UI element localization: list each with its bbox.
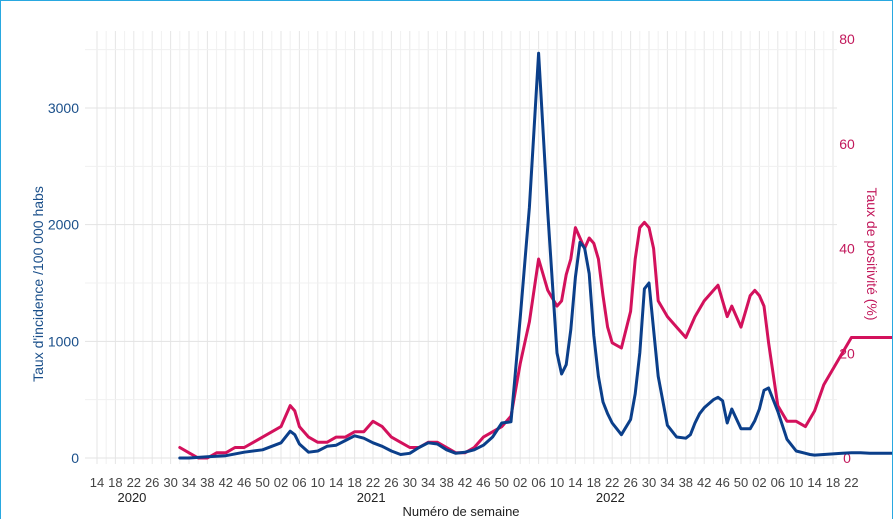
x-tick-label: 26	[145, 475, 159, 490]
x-tick-label: 42	[458, 475, 472, 490]
x-tick-label: 14	[329, 475, 343, 490]
x-tick-label: 02	[274, 475, 288, 490]
x-axis-ticks: 14 18 22 26 30 34 38 42 46 50 02 06 10 14 18 22 26 30 34 38…	[90, 475, 859, 490]
left-axis-ticks: 0 1000 2000 3000	[48, 100, 79, 466]
year-label: 2020	[117, 490, 146, 505]
x-axis-title: Numéro de semaine	[402, 504, 519, 519]
x-tick-label: 22	[366, 475, 380, 490]
right-tick-label: 80	[839, 31, 855, 47]
x-tick-label: 42	[697, 475, 711, 490]
x-tick-label: 10	[550, 475, 564, 490]
x-tick-label: 14	[90, 475, 104, 490]
x-tick-label: 22	[127, 475, 141, 490]
left-tick-label: 3000	[48, 100, 79, 116]
x-tick-label: 38	[200, 475, 214, 490]
incidence-series-line	[178, 51, 892, 460]
year-label: 2022	[596, 490, 625, 505]
x-tick-label: 46	[476, 475, 490, 490]
right-tick-label: 40	[839, 241, 855, 257]
x-tick-label: 46	[715, 475, 729, 490]
right-tick-label: 60	[839, 136, 855, 152]
x-tick-label: 18	[826, 475, 840, 490]
x-tick-label: 06	[771, 475, 785, 490]
x-tick-label: 26	[384, 475, 398, 490]
x-tick-label: 06	[292, 475, 306, 490]
x-tick-label: 10	[311, 475, 325, 490]
year-labels: 2020 2021 2022	[117, 490, 624, 505]
x-tick-label: 14	[807, 475, 821, 490]
x-tick-label: 50	[495, 475, 509, 490]
x-tick-label: 50	[255, 475, 269, 490]
x-tick-label: 06	[531, 475, 545, 490]
series-lines	[178, 51, 892, 460]
x-tick-label: 02	[513, 475, 527, 490]
left-tick-label: 2000	[48, 217, 79, 233]
x-tick-label: 30	[403, 475, 417, 490]
x-tick-label: 34	[660, 475, 674, 490]
x-tick-label: 18	[108, 475, 122, 490]
left-axis-title: Taux d'incidence /100 000 habs	[30, 186, 46, 382]
x-tick-label: 30	[642, 475, 656, 490]
x-tick-label: 38	[679, 475, 693, 490]
x-tick-label: 50	[734, 475, 748, 490]
year-label: 2021	[357, 490, 386, 505]
x-tick-label: 34	[421, 475, 435, 490]
x-tick-label: 38	[439, 475, 453, 490]
x-tick-label: 10	[789, 475, 803, 490]
right-tick-label: 0	[843, 450, 851, 466]
x-tick-label: 26	[623, 475, 637, 490]
grid	[85, 31, 837, 464]
x-tick-label: 14	[568, 475, 582, 490]
x-tick-label: 18	[347, 475, 361, 490]
x-tick-label: 18	[587, 475, 601, 490]
x-tick-label: 42	[219, 475, 233, 490]
right-axis-title: Taux de positivité (%)	[864, 187, 880, 320]
positivity-series-line	[178, 220, 892, 460]
x-tick-label: 22	[605, 475, 619, 490]
left-tick-label: 0	[71, 450, 79, 466]
x-tick-label: 02	[752, 475, 766, 490]
x-tick-label: 46	[237, 475, 251, 490]
x-tick-label: 30	[163, 475, 177, 490]
x-tick-label: 22	[844, 475, 858, 490]
left-tick-label: 1000	[48, 333, 79, 349]
x-tick-label: 34	[182, 475, 196, 490]
